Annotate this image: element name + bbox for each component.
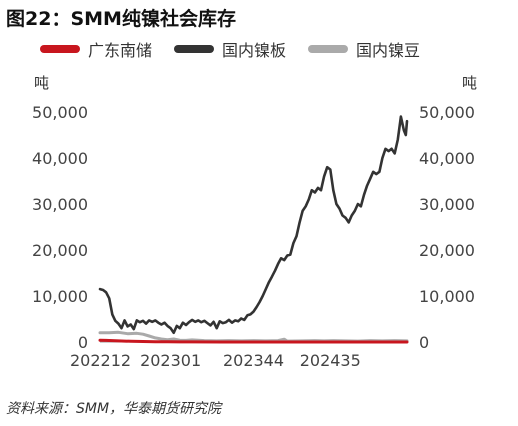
legend-swatch-bean	[308, 45, 349, 53]
y-tick-label-left: 50,000	[32, 103, 88, 122]
y-tick-label-right: 0	[419, 333, 429, 352]
x-tick-label: 202301	[140, 351, 201, 370]
y-tick-label-left: 30,000	[32, 195, 88, 214]
y-tick-label-left: 40,000	[32, 149, 88, 168]
series-line-bean	[98, 330, 409, 343]
y-tick-label-right: 30,000	[419, 195, 475, 214]
legend-item-plate: 国内镍板	[174, 37, 286, 61]
legend: 广东南储 国内镍板 国内镍豆	[40, 37, 420, 61]
series-line-plate	[98, 115, 409, 335]
y-tick-label-right: 20,000	[419, 241, 475, 260]
x-tick-label: 202212	[70, 351, 131, 370]
y-axis-unit-right: 吨	[462, 74, 478, 92]
chart-title: 图22：SMM纯镍社会库存	[6, 8, 236, 30]
y-tick-label-left: 20,000	[32, 241, 88, 260]
legend-label-guangdong: 广东南储	[88, 41, 153, 60]
y-axis-unit-left: 吨	[34, 74, 50, 92]
x-tick-label: 202344	[223, 351, 284, 370]
series-lines	[98, 115, 409, 344]
y-tick-label-left: 10,000	[32, 287, 88, 306]
series-line-guangdong	[98, 338, 409, 344]
x-tick-label: 202435	[300, 351, 361, 370]
legend-item-guangdong: 广东南储	[40, 37, 152, 61]
legend-swatch-guangdong	[40, 45, 80, 53]
legend-label-plate: 国内镍板	[222, 41, 287, 60]
y-axis-right: 0 10,000 20,000 30,000 40,000 50,000	[419, 103, 475, 352]
y-tick-label-right: 40,000	[419, 149, 475, 168]
legend-label-bean: 国内镍豆	[356, 41, 421, 60]
source-note: 资料来源：SMM，华泰期货研究院	[6, 401, 222, 417]
legend-item-bean: 国内镍豆	[308, 37, 420, 61]
y-tick-label-right: 10,000	[419, 287, 475, 306]
y-axis-left: 0 10,000 20,000 30,000 40,000 50,000	[32, 103, 88, 352]
legend-swatch-plate	[174, 45, 215, 53]
y-tick-label-left: 0	[78, 333, 88, 352]
y-tick-label-right: 50,000	[419, 103, 475, 122]
x-axis: 202212 202301 202344 202435	[70, 341, 407, 370]
